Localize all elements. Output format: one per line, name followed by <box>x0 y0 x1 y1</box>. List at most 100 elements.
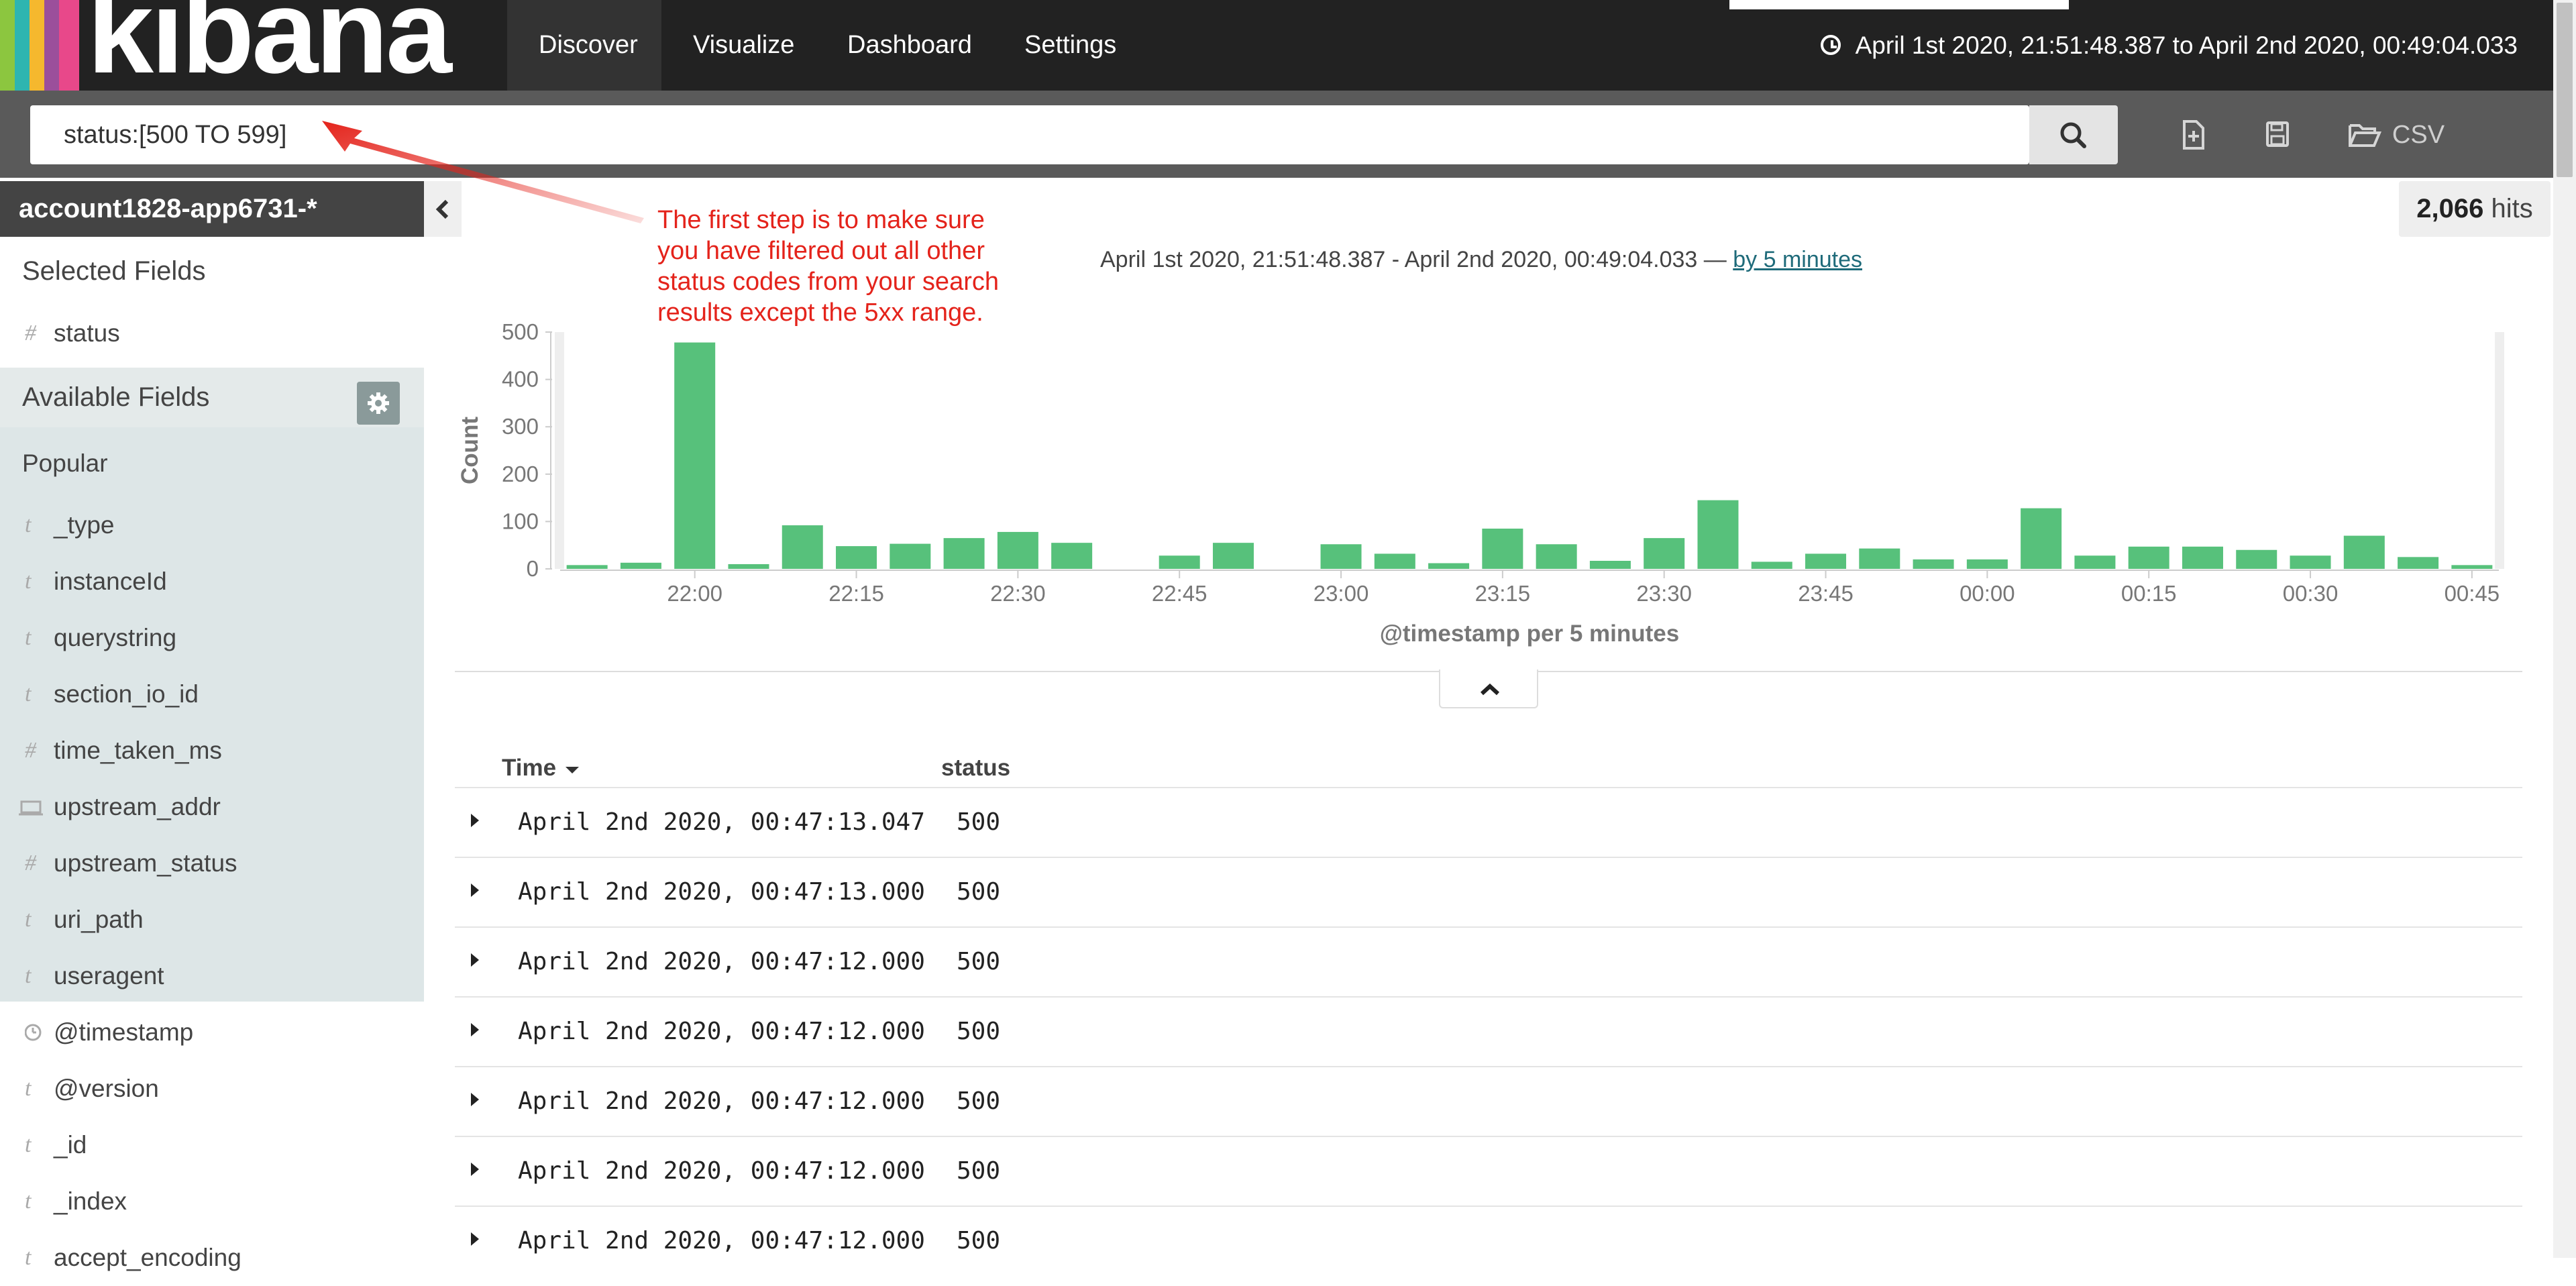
histogram-bar <box>1482 528 1523 569</box>
collapse-sidebar-button[interactable] <box>424 181 462 237</box>
expand-row-icon[interactable] <box>471 814 479 827</box>
column-header-status[interactable]: status <box>941 755 1011 781</box>
string-type-icon: t <box>25 907 32 932</box>
expand-row-icon[interactable] <box>471 1232 479 1246</box>
cell-time: April 2nd 2020, 00:47:12.000 <box>518 1087 925 1115</box>
x-tick-label: 00:30 <box>2283 581 2339 606</box>
expand-row-icon[interactable] <box>471 1093 479 1106</box>
field-settings-button[interactable] <box>357 382 400 425</box>
field-item-uri-path[interactable]: t uri_path <box>0 892 424 948</box>
field-item-upstream-status[interactable]: # upstream_status <box>0 835 424 892</box>
x-tick-label: 23:15 <box>1475 581 1531 606</box>
new-search-button[interactable] <box>2159 105 2226 164</box>
y-tick-label: 200 <box>502 462 539 486</box>
table-row[interactable]: April 2nd 2020, 00:47:12.000 500 <box>455 1205 2522 1275</box>
number-type-icon: # <box>25 321 36 345</box>
histogram-bar <box>782 525 823 569</box>
field-item-querystring[interactable]: t querystring <box>0 610 424 666</box>
tab-dashboard[interactable]: Dashboard <box>847 31 972 59</box>
column-header-time[interactable]: Time <box>502 755 582 782</box>
y-tick-label: 500 <box>502 319 539 344</box>
clock-icon <box>1820 35 1841 56</box>
field-item-useragent[interactable]: t useragent <box>0 948 424 1004</box>
top-nav-bar: kibana Discover Visualize Dashboard Sett… <box>0 0 2553 91</box>
expand-row-icon[interactable] <box>471 1023 479 1036</box>
popular-title: Popular <box>22 449 108 477</box>
search-button[interactable] <box>2029 105 2118 164</box>
expand-row-icon[interactable] <box>471 953 479 967</box>
open-search-button[interactable] <box>2331 105 2398 164</box>
time-picker[interactable]: April 1st 2020, 21:51:48.387 to April 2n… <box>1820 0 2518 91</box>
histogram-bar <box>943 538 985 569</box>
field-name: useragent <box>54 962 164 989</box>
field-item-id[interactable]: t _id <box>0 1117 424 1173</box>
interval-link[interactable]: by 5 minutes <box>1733 247 1863 272</box>
table-row[interactable]: April 2nd 2020, 00:47:12.000 500 <box>455 996 2522 1066</box>
page-scrollbar[interactable] <box>2553 0 2576 1258</box>
search-input[interactable]: status:[500 TO 599] <box>64 121 287 149</box>
histogram-bar <box>997 531 1038 569</box>
table-row[interactable]: April 2nd 2020, 00:47:12.000 500 <box>455 1066 2522 1136</box>
table-row[interactable]: April 2nd 2020, 00:47:13.000 500 <box>455 857 2522 926</box>
annotation-line: status codes from your search <box>657 268 999 296</box>
string-type-icon: t <box>25 682 32 706</box>
x-tick-label: 23:30 <box>1636 581 1692 606</box>
histogram-bar <box>2236 549 2277 569</box>
annotation-arrow <box>322 121 644 223</box>
histogram-bar <box>620 562 661 569</box>
hits-count: 2,066 <box>2416 194 2484 223</box>
export-csv-button[interactable]: CSV <box>2392 121 2445 149</box>
field-item-timestamp[interactable]: @timestamp <box>0 1004 424 1061</box>
histogram-bar <box>566 565 608 569</box>
expand-row-icon[interactable] <box>471 1163 479 1176</box>
string-type-icon: t <box>25 625 32 650</box>
string-type-icon: t <box>25 1189 32 1214</box>
field-name: querystring <box>54 624 177 651</box>
field-item-section-io-id[interactable]: t section_io_id <box>0 666 424 722</box>
field-item-upstream-addr[interactable]: upstream_addr <box>0 779 424 835</box>
kibana-logo[interactable]: kibana <box>87 0 452 98</box>
field-item-index[interactable]: t _index <box>0 1173 424 1230</box>
y-tick-label: 100 <box>502 508 539 533</box>
table-row[interactable]: April 2nd 2020, 00:47:13.047 500 <box>455 787 2522 857</box>
tab-discover[interactable]: Discover <box>507 0 661 91</box>
save-search-button[interactable] <box>2243 105 2310 164</box>
histogram-bar <box>2343 535 2385 569</box>
number-type-icon: # <box>25 738 36 763</box>
field-name: _index <box>54 1187 127 1215</box>
field-name: @timestamp <box>54 1018 194 1046</box>
field-item-version[interactable]: t @version <box>0 1061 424 1117</box>
sort-down-icon[interactable] <box>563 763 582 776</box>
cell-status: 500 <box>957 878 1001 906</box>
string-type-icon: t <box>25 513 32 537</box>
chart-time-range: April 1st 2020, 21:51:48.387 - April 2nd… <box>1100 247 1862 273</box>
new-document-icon <box>2183 120 2204 150</box>
tab-visualize[interactable]: Visualize <box>693 31 795 59</box>
histogram-bar <box>1589 560 1631 569</box>
popular-fields-section <box>0 427 424 1002</box>
collapse-chart-button[interactable] <box>1439 669 1538 708</box>
time-picker-label: April 1st 2020, 21:51:48.387 to April 2n… <box>1855 32 2518 59</box>
field-item-status[interactable]: # status <box>0 305 424 362</box>
annotation-text: The first step is to make sure you have … <box>657 205 999 328</box>
y-tick-label: 300 <box>502 414 539 439</box>
field-name: status <box>54 319 120 347</box>
number-type-icon: # <box>25 851 36 875</box>
table-row[interactable]: April 2nd 2020, 00:47:12.000 500 <box>455 1136 2522 1205</box>
table-row[interactable]: April 2nd 2020, 00:47:12.000 500 <box>455 926 2522 996</box>
histogram-bar <box>1212 543 1254 569</box>
index-pattern-title[interactable]: account1828-app6731-* <box>0 181 424 237</box>
field-item-time-taken-ms[interactable]: # time_taken_ms <box>0 722 424 779</box>
histogram-bar <box>2021 508 2062 569</box>
field-item-instanceid[interactable]: t instanceId <box>0 553 424 610</box>
column-header-time-label: Time <box>502 755 557 781</box>
field-item-type[interactable]: t _type <box>0 497 424 553</box>
expand-row-icon[interactable] <box>471 883 479 897</box>
tab-settings[interactable]: Settings <box>1024 31 1117 59</box>
y-tick-label: 400 <box>502 367 539 392</box>
histogram-bar <box>1320 544 1362 569</box>
cell-time: April 2nd 2020, 00:47:12.000 <box>518 948 925 975</box>
cell-status: 500 <box>957 1018 1001 1045</box>
scrollbar-thumb[interactable] <box>2557 3 2573 177</box>
x-tick-label: 22:00 <box>667 581 722 606</box>
